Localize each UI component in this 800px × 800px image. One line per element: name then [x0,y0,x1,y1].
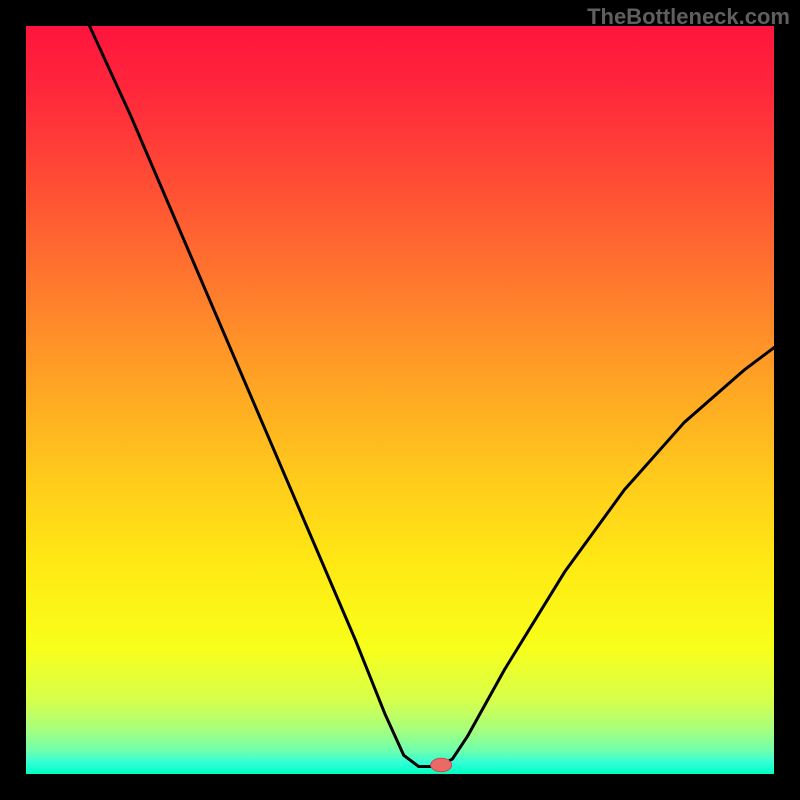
optimum-marker [431,758,452,771]
bottleneck-chart [0,0,800,800]
watermark-text: TheBottleneck.com [587,4,790,30]
plot-gradient-background [26,26,774,774]
